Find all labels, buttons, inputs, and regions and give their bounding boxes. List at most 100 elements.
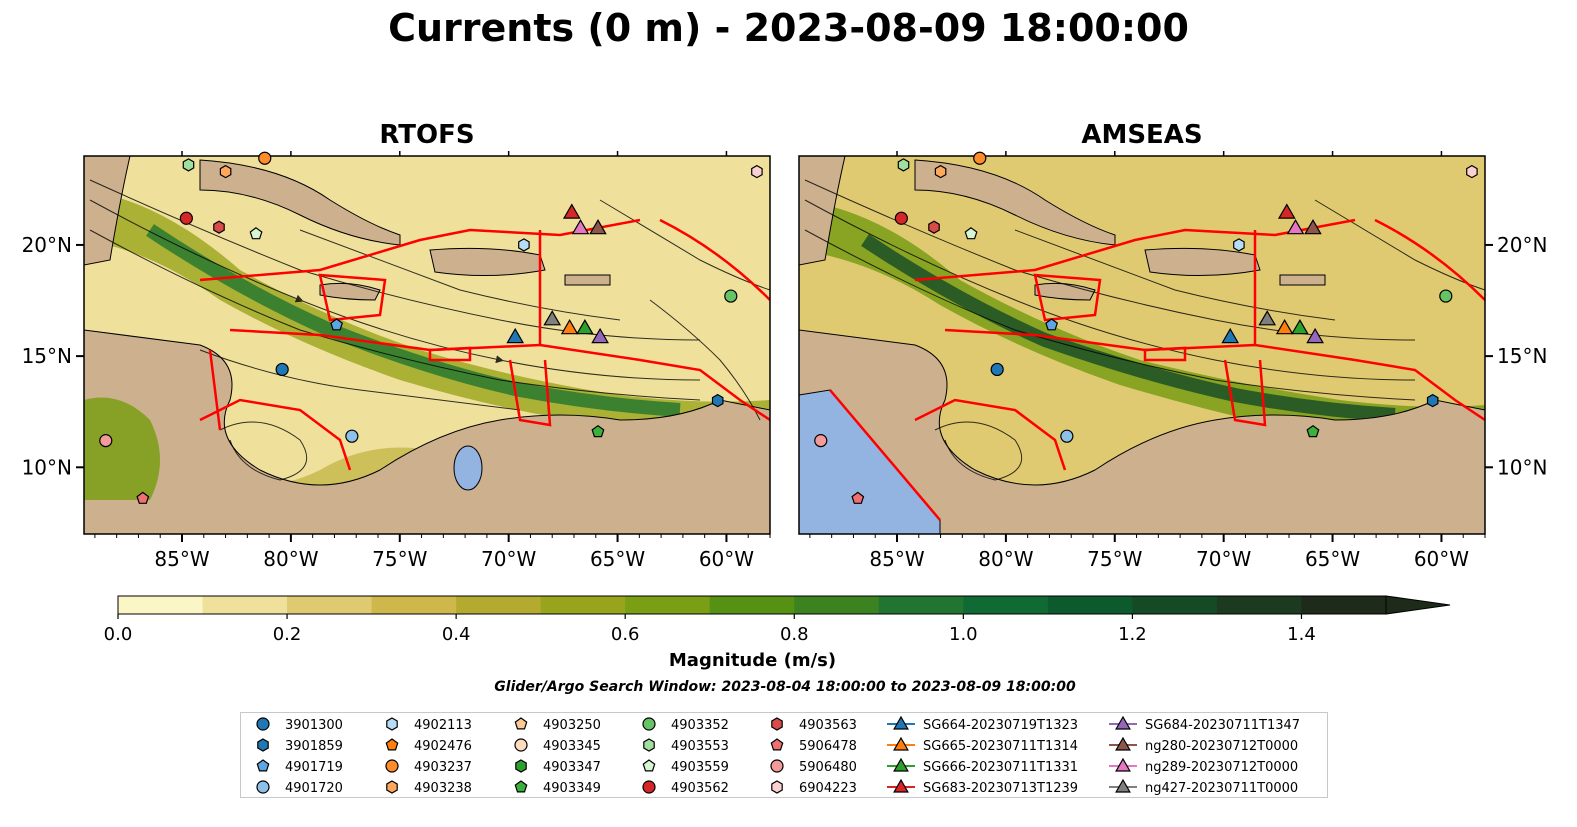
legend-marker <box>514 738 528 752</box>
argo-float-marker <box>711 393 724 408</box>
colorbar-segment <box>287 596 373 614</box>
legend-marker <box>893 736 909 751</box>
colorbar-segment <box>456 596 542 614</box>
legend-label: 4902476 <box>414 739 472 754</box>
figure-title: Currents (0 m) - 2023-08-09 18:00:00 <box>388 6 1189 50</box>
legend-marker <box>1115 736 1131 751</box>
legend-marker <box>514 717 528 730</box>
glider-marker <box>562 203 581 219</box>
eez-boundaries <box>829 218 1485 521</box>
argo-float-marker <box>751 164 763 179</box>
glider-marker <box>506 327 525 344</box>
legend-label: 4903345 <box>543 739 601 754</box>
colorbar-label: Magnitude (m/s) <box>668 650 837 671</box>
x-tick-label: 60°W <box>1414 547 1469 571</box>
legend-marker <box>386 780 398 794</box>
legend-label: 4903237 <box>414 760 472 775</box>
legend-marker <box>515 759 527 773</box>
glider-marker <box>1306 327 1324 344</box>
map-panel-amseas <box>799 156 1485 534</box>
legend-marker <box>256 780 270 794</box>
y-tick-label: 10°N <box>22 455 72 479</box>
x-tick-label: 80°W <box>263 547 318 571</box>
glider-marker <box>560 318 579 335</box>
argo-float-marker <box>182 158 195 172</box>
colorbar-tick-label: 0.2 <box>273 624 302 645</box>
colorbar-segment <box>963 596 1049 614</box>
argo-float-marker <box>1045 318 1059 331</box>
colorbar-segment <box>878 596 964 614</box>
colorbar-segment <box>371 596 457 614</box>
glider-marker <box>543 310 562 326</box>
legend-marker <box>642 780 656 794</box>
x-tick-label: 80°W <box>978 547 1033 571</box>
land-jamaica <box>1034 282 1096 301</box>
legend-marker <box>386 717 398 731</box>
legend-label: 4903563 <box>799 718 857 733</box>
glider-marker <box>571 219 590 235</box>
argo-float-marker <box>724 289 738 303</box>
colorbar-tick-label: 1.4 <box>1287 624 1316 645</box>
legend-label: 3901300 <box>285 718 343 733</box>
land-hispaniola <box>1144 247 1261 277</box>
legend-label: 4903352 <box>671 718 729 733</box>
y-tick-label: 10°N <box>1497 455 1547 479</box>
argo-float-marker <box>1439 289 1453 303</box>
glider-marker <box>1277 203 1296 219</box>
legend-label: 4903559 <box>671 760 729 775</box>
argo-float-marker <box>990 362 1004 377</box>
argo-float-marker <box>928 220 940 234</box>
legend-label: 4902113 <box>414 718 472 733</box>
land-yucatan <box>799 156 846 266</box>
legend-label: 5906478 <box>799 739 857 754</box>
legend-marker <box>1115 715 1131 730</box>
colorbar-segment <box>625 596 711 614</box>
colorbar-segment <box>1047 596 1133 614</box>
argo-float-marker <box>897 158 910 172</box>
x-tick-label: 85°W <box>154 547 209 571</box>
colorbar-ticks: 0.0 0.2 0.4 0.6 0.8 1.0 1.2 1.4 <box>104 614 1316 645</box>
colorbar-tick-label: 0.8 <box>780 624 809 645</box>
argo-float-marker <box>179 211 193 225</box>
legend-marker <box>893 757 909 772</box>
legend-marker <box>770 759 784 773</box>
argo-float-marker <box>258 151 272 165</box>
colorbar-segment <box>1301 596 1387 614</box>
colorbar-segment <box>118 596 204 614</box>
markers-layer <box>99 151 1478 504</box>
y-tick-label: 20°N <box>22 233 72 257</box>
land-puerto-rico <box>1279 274 1326 286</box>
land-hispaniola <box>429 247 546 277</box>
legend-marker <box>256 759 270 772</box>
legend-label: 4903553 <box>671 739 729 754</box>
pacific-field <box>84 397 160 500</box>
panel-title-rtofs: RTOFS <box>379 120 475 150</box>
y-tick-label: 15°N <box>22 344 72 368</box>
argo-float-marker <box>345 429 359 443</box>
y-tick-label: 20°N <box>1497 233 1547 257</box>
legend-label: 4901720 <box>285 781 343 796</box>
argo-float-marker <box>1426 393 1439 408</box>
argo-float-marker <box>219 164 232 179</box>
y-tick-label: 15°N <box>1497 344 1547 368</box>
argo-float-marker <box>99 434 113 448</box>
streamlines <box>804 179 1485 481</box>
legend-label: 4903349 <box>543 781 601 796</box>
legend-marker <box>1115 778 1131 793</box>
legend-marker <box>256 717 270 731</box>
argo-float-marker <box>591 424 605 438</box>
legend-label: 4901719 <box>285 760 343 775</box>
legend-marker <box>1115 757 1131 772</box>
legend-marker <box>514 780 528 793</box>
map-frame-amseas <box>798 155 1486 535</box>
legend-label: 4903238 <box>414 781 472 796</box>
search-window-note: Glider/Argo Search Window: 2023-08-04 18… <box>494 679 1076 695</box>
legend-label: SG683-20230713T1239 <box>923 781 1078 796</box>
legend-marker <box>257 738 269 752</box>
colorbar-segment <box>794 596 880 614</box>
colorbar-tick-label: 0.6 <box>611 624 640 645</box>
legend-label: 4903250 <box>543 718 601 733</box>
argo-float-marker <box>518 238 530 252</box>
glider-marker <box>1304 218 1322 235</box>
